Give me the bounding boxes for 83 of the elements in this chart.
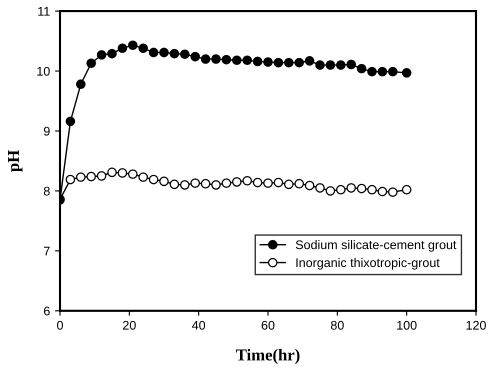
point [388,187,398,197]
point [274,178,284,188]
point [284,180,294,190]
point [315,183,325,193]
x-tick-label: 60 [262,320,274,330]
point [346,60,356,70]
point [170,48,180,58]
y-tick-label: 7 [44,246,50,256]
point [66,174,76,184]
point [128,169,138,179]
x-tick-label: 100 [397,320,417,330]
point [367,66,377,76]
y-tick-label: 10 [37,66,50,76]
point [190,52,200,62]
point [263,178,273,188]
x-tick-label: 0 [57,320,63,330]
point [346,183,356,193]
point [180,49,190,60]
y-tick-label: 8 [44,186,50,196]
point [232,177,242,187]
point [222,178,232,188]
point [304,56,314,66]
point [118,43,128,54]
point [211,54,221,64]
point [242,55,252,66]
point [76,79,86,90]
y-tick-label: 6 [44,306,50,316]
point [200,54,210,64]
point [159,48,169,58]
x-tick-label: 40 [192,320,206,330]
point [118,168,128,178]
point [159,176,169,186]
point [378,66,388,76]
point [326,60,336,70]
point [86,172,96,182]
point [180,180,190,190]
point [356,184,366,194]
x-tick-label: 80 [330,320,344,330]
point [76,172,86,182]
point [294,58,304,68]
point [294,178,304,189]
point [315,60,325,70]
x-axis-title: Time(hr) [236,348,300,364]
x-tick-label: 20 [123,320,136,330]
point [107,168,117,178]
point [200,178,210,189]
point [336,60,346,70]
point [388,66,398,76]
point [402,184,412,195]
point [356,64,366,74]
y-tick-label: 9 [44,126,50,136]
point [107,48,117,58]
point [304,180,314,190]
point [148,174,158,184]
x-tick-label: 120 [466,320,486,330]
point [96,50,106,60]
point [284,58,294,68]
point [148,48,158,58]
point [222,54,232,64]
point [402,68,412,78]
point [252,56,262,66]
point [86,58,96,68]
point [170,180,180,190]
point [138,43,148,54]
point [326,186,336,196]
point [96,171,106,181]
point [378,186,388,196]
point [138,172,148,182]
y-tick-label: 11 [38,7,50,16]
legend-label: Sodium silicate-cement grout [296,240,456,252]
point [274,58,284,68]
point [252,178,262,188]
point [211,180,221,190]
point [66,116,76,126]
point [232,55,242,66]
legend-label: Inorganic thixotropic-grout [296,258,440,270]
point [128,40,138,50]
point [367,184,377,195]
point [336,184,346,195]
point [190,178,200,188]
point [242,176,252,186]
point [263,57,273,67]
y-axis-title: pH [8,150,22,172]
